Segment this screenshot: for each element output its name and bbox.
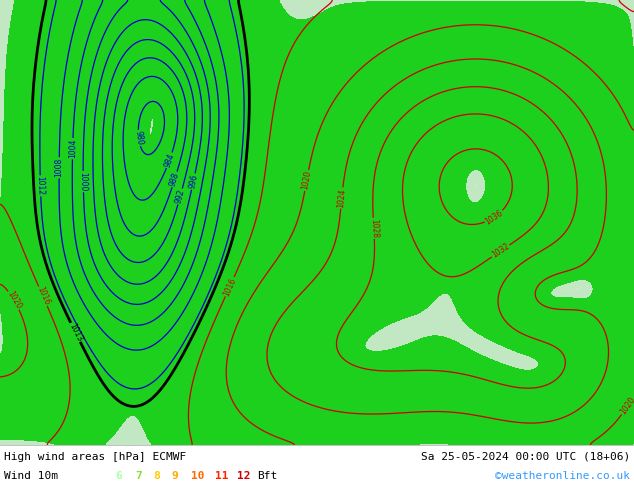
- Text: 1000: 1000: [79, 172, 88, 191]
- Text: 1008: 1008: [55, 158, 64, 177]
- Text: 1016: 1016: [35, 286, 51, 307]
- Text: 12: 12: [237, 471, 250, 481]
- Text: 980: 980: [133, 130, 144, 146]
- Text: 1004: 1004: [68, 139, 77, 158]
- Text: High wind areas [hPa] ECMWF: High wind areas [hPa] ECMWF: [4, 452, 186, 462]
- Text: 1028: 1028: [369, 219, 378, 238]
- Text: 1016: 1016: [222, 276, 238, 297]
- Text: 992: 992: [174, 188, 186, 205]
- Text: Bft: Bft: [257, 471, 277, 481]
- Text: 1036: 1036: [484, 208, 505, 226]
- Text: Sa 25-05-2024 00:00 UTC (18+06): Sa 25-05-2024 00:00 UTC (18+06): [421, 452, 630, 462]
- Text: 984: 984: [163, 152, 176, 169]
- Text: 1020: 1020: [618, 395, 634, 416]
- Text: 9: 9: [171, 471, 178, 481]
- Text: 6: 6: [115, 471, 122, 481]
- Text: Wind 10m: Wind 10m: [4, 471, 58, 481]
- Text: 1032: 1032: [490, 242, 511, 260]
- Text: 1012: 1012: [36, 176, 45, 196]
- Text: 996: 996: [188, 173, 199, 190]
- Text: 10: 10: [191, 471, 205, 481]
- Text: 7: 7: [135, 471, 142, 481]
- Text: 11: 11: [215, 471, 228, 481]
- Text: 8: 8: [153, 471, 160, 481]
- Text: 1020: 1020: [5, 290, 23, 311]
- Text: 1020: 1020: [301, 170, 313, 191]
- Text: ©weatheronline.co.uk: ©weatheronline.co.uk: [495, 471, 630, 481]
- Text: 988: 988: [168, 171, 181, 188]
- Text: 1013: 1013: [67, 322, 84, 343]
- Text: 1024: 1024: [337, 188, 347, 208]
